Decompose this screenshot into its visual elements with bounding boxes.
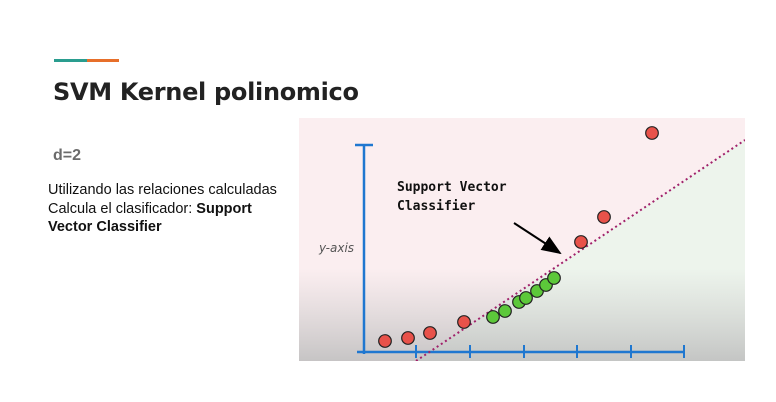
data-points (378, 126, 659, 348)
axes (355, 143, 685, 358)
red-data-point (574, 235, 588, 249)
title-accent-teal (54, 59, 87, 62)
annotation-line-1: Support Vector (397, 180, 507, 195)
body-line-2-bold: Support Vector Classifier (48, 200, 252, 236)
classifier-line (415, 139, 745, 361)
red-data-point (645, 126, 659, 140)
slide-subtitle: d=2 (53, 147, 82, 164)
green-data-point (547, 271, 561, 285)
body-line-2: Calcula el clasificador: Support Vector … (48, 200, 298, 237)
svm-plot: y-axis Support Vector Classifier (299, 118, 745, 361)
y-axis-label: y-axis (318, 241, 354, 255)
red-data-point (597, 210, 611, 224)
slide-body: Utilizando las relaciones calculadas Cal… (48, 181, 298, 237)
body-line-1: Utilizando las relaciones calculadas (48, 182, 277, 198)
annotation-line-2: Classifier (397, 199, 475, 214)
slide-title: SVM Kernel polinomico (53, 78, 359, 106)
red-data-point (423, 326, 437, 340)
annotation-arrow-icon (513, 222, 562, 255)
title-accent-orange (87, 59, 119, 62)
svm-figure: y-axis Support Vector Classifier (299, 118, 745, 361)
green-data-point (519, 291, 533, 305)
green-data-point (486, 310, 500, 324)
red-data-point (378, 334, 392, 348)
red-data-point (457, 315, 471, 329)
bottom-shade (299, 118, 745, 361)
body-line-2-prefix: Calcula el clasificador: (48, 200, 197, 217)
red-data-point (401, 331, 415, 345)
green-data-point (498, 304, 512, 318)
